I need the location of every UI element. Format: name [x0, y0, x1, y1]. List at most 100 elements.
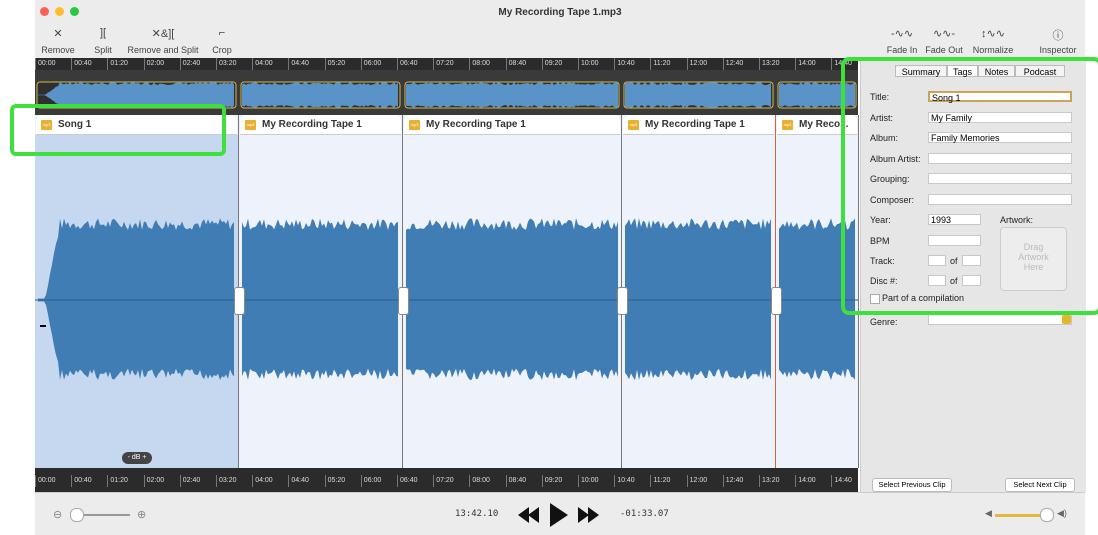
mp3-icon: mp3: [782, 120, 793, 130]
zoom-out-icon[interactable]: ⊖: [53, 509, 63, 521]
clip-header[interactable]: mp3 My Recording Tape 1: [623, 115, 774, 135]
ruler-tick: 14:00: [795, 475, 816, 487]
tool-button[interactable]: Crop: [212, 45, 232, 55]
inspector-tab[interactable]: Tags: [947, 65, 978, 77]
field-input[interactable]: [962, 255, 981, 266]
dash-mark: [40, 325, 46, 327]
volume-high-icon: ◀): [1057, 508, 1067, 518]
time-ruler-bottom: 00:00 00:40 01:20 02:00 02:40 03:20 04:00 04:40…: [35, 475, 858, 487]
field-input[interactable]: [928, 235, 981, 246]
field-label: Track:: [870, 256, 895, 266]
mp3-icon: mp3: [628, 120, 639, 130]
ruler-tick: 01:20: [107, 58, 128, 70]
ruler-tick: 02:40: [179, 58, 200, 70]
field-input[interactable]: [928, 275, 946, 286]
close-button[interactable]: [40, 7, 49, 16]
compilation-label: Part of a compilation: [882, 293, 965, 303]
genre-dropdown[interactable]: [928, 314, 1072, 325]
waveform: [242, 218, 398, 380]
ruler-tick: 10:40: [614, 475, 635, 487]
tool-button[interactable]: Fade Out: [925, 45, 963, 55]
overview-waveform: [242, 82, 398, 108]
artwork-drop[interactable]: Drag Artwork Here: [1000, 227, 1067, 291]
tool-icon: ↕∿∿: [981, 28, 1005, 40]
artwork-label: Artwork:: [1000, 215, 1034, 225]
overview-waveform: [625, 82, 771, 108]
tool-button[interactable]: Normalize: [972, 45, 1014, 55]
clip-header[interactable]: mp3 My Recording Tape 1: [240, 115, 401, 135]
zoom-slider-knob[interactable]: [70, 508, 84, 522]
field-input[interactable]: [928, 255, 946, 266]
field-input[interactable]: My Family: [928, 112, 1072, 123]
field-label: Album:: [870, 133, 899, 143]
highlight-box: [841, 57, 1098, 315]
ruler-tick: 02:40: [179, 475, 200, 487]
rewind-button[interactable]: [518, 507, 539, 523]
clip-name: Song 1: [58, 119, 92, 130]
ruler-tick: 03:20: [216, 58, 237, 70]
inspector-tab[interactable]: Podcast: [1015, 65, 1065, 77]
field-input[interactable]: 1993: [928, 214, 981, 225]
tool-icon: ⓘ: [1052, 30, 1064, 42]
ruler-tick: 01:20: [107, 475, 128, 487]
clip-header[interactable]: mp3 My Recording Tape 1: [404, 115, 620, 135]
overview-waveform: [406, 82, 618, 108]
ruler-tick: 09:20: [541, 475, 562, 487]
dropdown-arrow: [1062, 315, 1071, 324]
ruler-tick: 07:20: [433, 58, 454, 70]
tool-button[interactable]: Fade In: [886, 45, 918, 55]
zoom-in-icon[interactable]: ⊕: [137, 509, 147, 521]
ruler-tick: 12:40: [722, 475, 743, 487]
field-input[interactable]: [962, 275, 981, 286]
compilation-checkbox[interactable]: [870, 294, 880, 304]
ruler-tick: 08:40: [505, 475, 526, 487]
clip-handle[interactable]: [771, 287, 782, 315]
fast-forward-button[interactable]: [578, 507, 599, 523]
field-input[interactable]: Family Memories: [928, 132, 1072, 143]
field-label: Composer:: [870, 195, 915, 205]
ruler-tick: 02:00: [143, 58, 164, 70]
ruler-tick: 06:00: [360, 58, 381, 70]
tool-icon: ][: [99, 27, 107, 39]
tool-icon: -∿∿: [890, 28, 914, 40]
clip-handle[interactable]: [234, 287, 245, 315]
field-of: of: [950, 276, 958, 286]
clip-handle[interactable]: [617, 287, 628, 315]
ruler-tick: 00:00: [35, 58, 56, 70]
clip-header[interactable]: mp3 My Reco...: [777, 115, 857, 135]
tool-button[interactable]: Remove: [41, 45, 75, 55]
minimize-button[interactable]: [55, 7, 64, 16]
field-label: Year:: [870, 215, 891, 225]
field-input[interactable]: Song 1: [928, 91, 1072, 103]
time-ruler: 00:00 00:40 01:20 02:00 02:40 03:20 04:00 04:40…: [35, 58, 858, 70]
play-button[interactable]: [550, 503, 568, 527]
field-input[interactable]: [928, 173, 1072, 184]
field-input[interactable]: [928, 153, 1072, 164]
ruler-tick: 03:20: [216, 475, 237, 487]
tool-button[interactable]: Remove and Split: [127, 45, 199, 55]
ruler-tick: 02:00: [143, 475, 164, 487]
volume-knob[interactable]: [1040, 508, 1054, 522]
clip-handle[interactable]: [398, 287, 409, 315]
field-input[interactable]: [928, 194, 1072, 205]
ruler-tick: 10:00: [578, 58, 599, 70]
select-next-button[interactable]: Select Next Clip: [1005, 478, 1075, 492]
tool-button[interactable]: Inspector: [1039, 45, 1077, 55]
ruler-tick: 12:40: [722, 58, 743, 70]
tool-icon: ✕&][: [151, 28, 175, 40]
select-previous-button[interactable]: Select Previous Clip: [872, 478, 952, 492]
tool-button[interactable]: Split: [94, 45, 112, 55]
inspector-tab[interactable]: Summary: [895, 65, 947, 77]
field-label: Grouping:: [870, 174, 910, 184]
clip-name: My Reco...: [799, 119, 849, 130]
zoom-button[interactable]: [70, 7, 79, 16]
waveform: [625, 218, 771, 381]
tool-icon: ⌐: [218, 27, 226, 39]
ruler-tick: 14:40: [831, 475, 852, 487]
clip-header[interactable]: mp3 Song 1: [36, 115, 237, 135]
ruler-tick: 04:00: [252, 475, 273, 487]
ruler-tick: 08:00: [469, 475, 490, 487]
db-control[interactable]: - dB +: [122, 452, 152, 464]
inspector-tab[interactable]: Notes: [978, 65, 1015, 77]
